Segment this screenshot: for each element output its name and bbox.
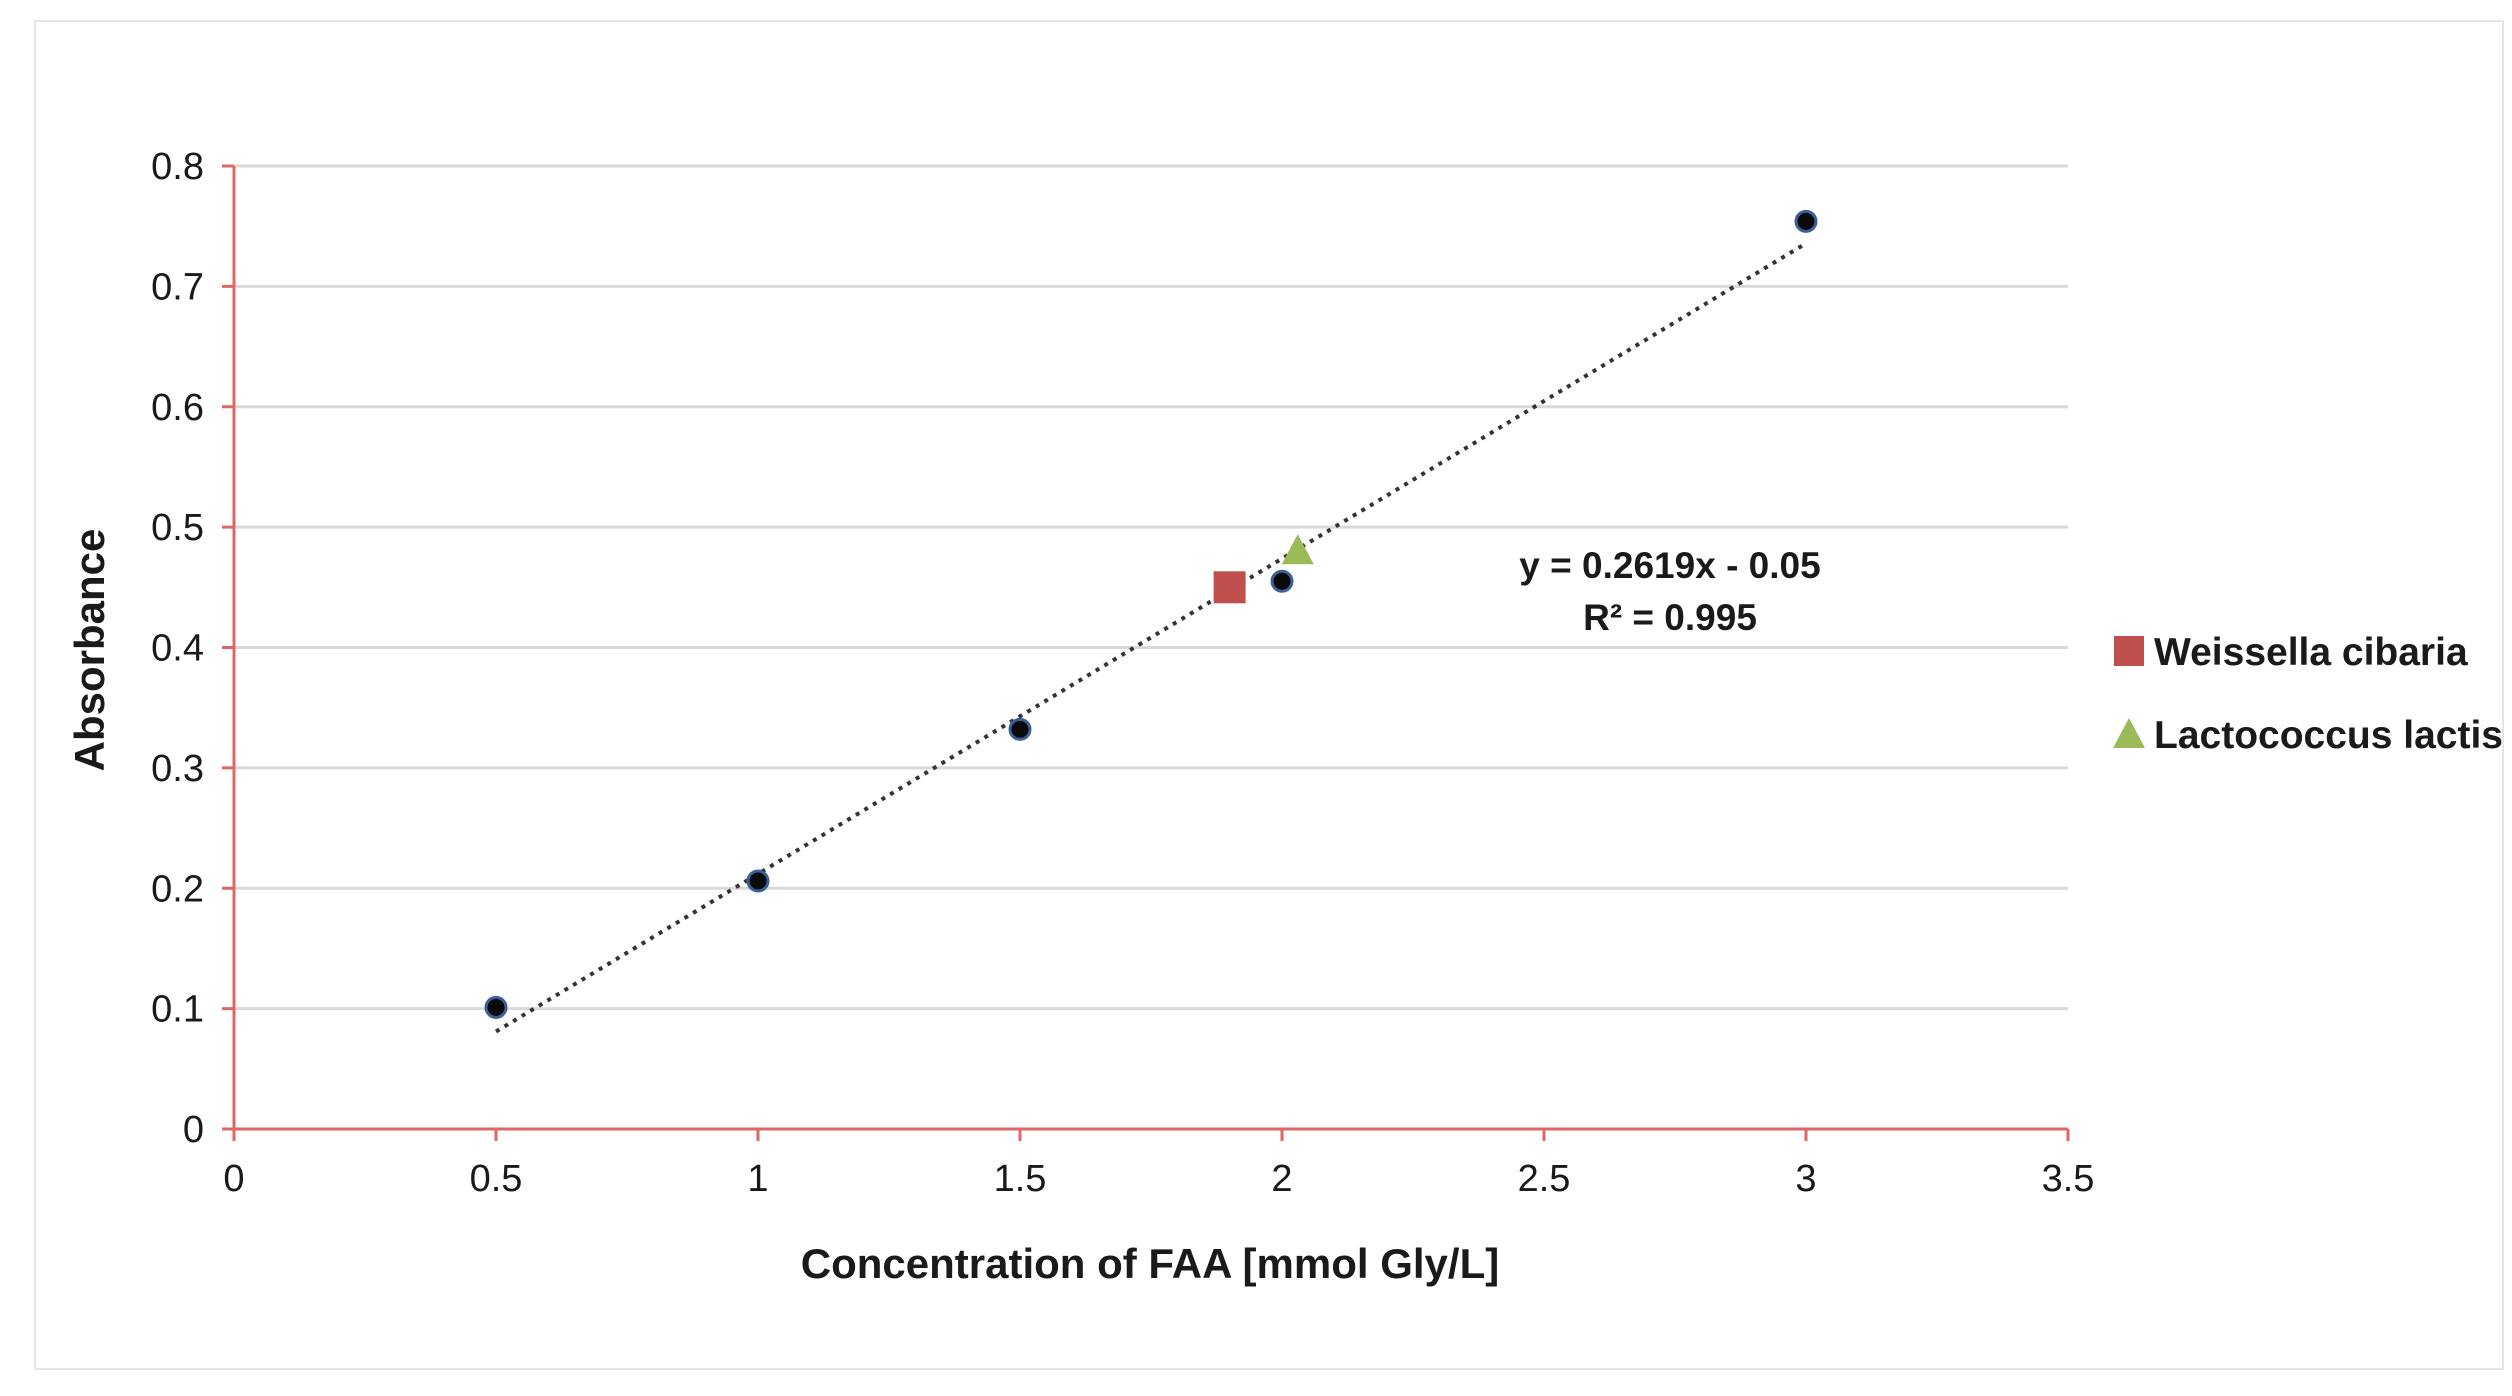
data-point-weissella-0	[1213, 571, 1246, 604]
x-tick-label-2: 1	[747, 1158, 768, 1200]
trendline-r-squared: R² = 0.995	[1583, 597, 1757, 638]
x-tick-label-4: 2	[1271, 1158, 1292, 1200]
y-tick-label-1: 0.1	[151, 989, 204, 1031]
tick-label-layer: 0 0.1 0.2 0.3 0.4 0.5 0.6 0.7 0.8 0 0.5 1 1.5 2 2.5 3 3.…	[151, 146, 2094, 1200]
y-axis-title: Absorbance	[66, 529, 113, 772]
legend-label-weissella: Weissella cibaria	[2154, 631, 2468, 674]
x-tick-label-3: 1.5	[994, 1158, 1047, 1200]
data-point-standard-2	[1008, 717, 1032, 741]
y-tick-label-4: 0.4	[151, 628, 204, 670]
x-axis-title: Concentration of FAA [mmol Gly/L]	[801, 1240, 1499, 1287]
x-tick-label-7: 3.5	[2042, 1158, 2095, 1200]
x-tick-label-1: 0.5	[470, 1158, 523, 1200]
chart-frame	[34, 20, 2504, 1370]
point-layer	[484, 209, 1818, 1019]
y-tick-label-6: 0.6	[151, 387, 204, 429]
legend: Weissella cibaria Lactococcus lactis	[2113, 631, 2503, 757]
x-tick-label-6: 3	[1795, 1158, 1816, 1200]
x-tick-label-0: 0	[223, 1158, 244, 1200]
y-tick-label-3: 0.3	[151, 748, 204, 790]
legend-label-lactococcus: Lactococcus lactis	[2154, 714, 2503, 757]
data-point-standard-3	[1270, 569, 1294, 593]
data-point-lactococcus-0	[1281, 534, 1314, 565]
trendline-equation: y = 0.2619x - 0.05	[1519, 545, 1820, 586]
data-point-standard-1	[746, 869, 770, 893]
y-tick-label-5: 0.5	[151, 507, 204, 549]
y-tick-label-8: 0.8	[151, 146, 204, 188]
grid-layer	[234, 164, 2068, 1011]
legend-triangle-marker	[2113, 718, 2145, 748]
y-tick-label-0: 0	[183, 1109, 204, 1151]
data-point-standard-4	[1794, 209, 1818, 233]
data-point-standard-0	[484, 995, 508, 1019]
axis-layer	[222, 164, 2070, 1141]
legend-square-marker	[2114, 636, 2144, 666]
y-tick-label-7: 0.7	[151, 266, 204, 308]
x-tick-label-5: 2.5	[1518, 1158, 1571, 1200]
y-tick-label-2: 0.2	[151, 868, 204, 910]
